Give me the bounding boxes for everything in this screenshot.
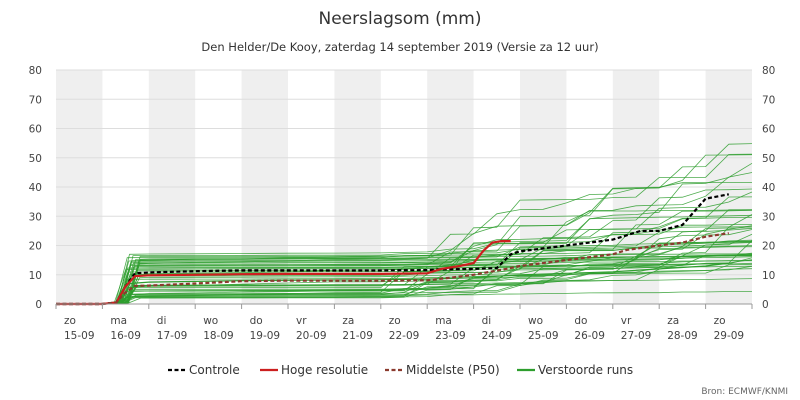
series-line-middelste-p50 <box>56 232 729 306</box>
y-tick-label-right: 70 <box>762 94 775 106</box>
y-tick-label-left: 80 <box>29 65 42 77</box>
y-tick-label-left: 20 <box>29 241 42 253</box>
x-tick-label-day: di <box>482 315 492 327</box>
x-tick-label-date: 21-09 <box>342 330 373 342</box>
x-tick-label-day: ma <box>435 315 452 327</box>
y-tick-label-right: 0 <box>762 299 769 311</box>
chart-subtitle: Den Helder/De Kooy, zaterdag 14 septembe… <box>201 40 598 54</box>
y-tick-label-left: 0 <box>35 299 42 311</box>
x-tick-label-day: za <box>342 315 354 327</box>
main-series <box>56 193 730 306</box>
ensemble-member-line <box>56 153 753 305</box>
ensemble-member-line <box>56 182 753 305</box>
ensemble-member-line <box>56 191 753 305</box>
ensemble-member-line <box>56 225 753 305</box>
y-tick-label-left: 10 <box>29 270 42 282</box>
ensemble-member-line <box>56 209 752 305</box>
x-tick-label-date: 22-09 <box>389 330 420 342</box>
ensemble-member-line <box>56 196 753 305</box>
ensemble-member-line <box>56 154 753 305</box>
x-tick-label-date: 18-09 <box>203 330 234 342</box>
x-tick-label-day: zo <box>714 315 726 327</box>
legend-label-controle: Controle <box>189 363 240 377</box>
legend-label-middelste: Middelste (P50) <box>406 363 500 377</box>
ensemble-member-line <box>56 239 753 305</box>
legend-label-hoge-resolutie: Hoge resolutie <box>281 363 368 377</box>
y-tick-label-right: 30 <box>762 211 775 223</box>
chart-credit: Bron: ECMWF/KNMI <box>701 387 788 397</box>
x-tick-label-day: zo <box>64 315 76 327</box>
legend-item-verstoorde-runs[interactable]: Verstoorde runs <box>517 363 633 377</box>
x-tick-label-date: 23-09 <box>435 330 466 342</box>
ensemble-member-line <box>56 255 753 305</box>
x-tick-label-date: 25-09 <box>528 330 559 342</box>
axes: 0 0 10 10 20 20 30 30 40 40 50 50 60 60 70 70 80 80 zo 15-0… <box>29 65 776 342</box>
x-tick-label-day: wo <box>528 315 543 327</box>
y-tick-label-right: 50 <box>762 153 775 165</box>
y-tick-label-left: 60 <box>29 124 42 136</box>
legend-item-hoge-resolutie[interactable]: Hoge resolutie <box>260 363 368 377</box>
x-tick-label-date: 29-09 <box>714 330 745 342</box>
x-tick-label-day: do <box>574 315 587 327</box>
y-tick-label-right: 60 <box>762 124 775 136</box>
x-tick-label-date: 24-09 <box>482 330 513 342</box>
x-tick-label-day: za <box>667 315 679 327</box>
legend: Controle Hoge resolutie Middelste (P50) … <box>168 363 633 377</box>
ensemble-member-line <box>56 226 753 305</box>
x-tick-label-day: wo <box>203 315 218 327</box>
x-tick-label-day: do <box>250 315 263 327</box>
x-tick-label-day: zo <box>389 315 401 327</box>
y-tick-label-right: 80 <box>762 65 775 77</box>
x-tick-label-date: 15-09 <box>64 330 95 342</box>
legend-label-verstoorde-runs: Verstoorde runs <box>538 363 633 377</box>
ensemble-member-line <box>56 256 753 305</box>
x-tick-label-date: 28-09 <box>667 330 698 342</box>
y-tick-label-left: 30 <box>29 211 42 223</box>
chart-title: Neerslagsom (mm) <box>318 9 481 29</box>
x-tick-label-date: 20-09 <box>296 330 327 342</box>
y-tick-label-right: 40 <box>762 182 775 194</box>
x-tick-label-day: vr <box>621 315 632 327</box>
ensemble-member-line <box>56 224 753 305</box>
legend-item-controle[interactable]: Controle <box>168 363 240 377</box>
series-line-hoge-resolutie <box>56 240 511 306</box>
x-tick-label-date: 17-09 <box>157 330 188 342</box>
x-tick-label-date: 19-09 <box>250 330 281 342</box>
x-tick-label-day: di <box>157 315 167 327</box>
y-tick-label-right: 20 <box>762 241 775 253</box>
x-tick-label-day: ma <box>110 315 127 327</box>
x-tick-label-date: 27-09 <box>621 330 652 342</box>
x-tick-label-day: vr <box>296 315 307 327</box>
x-tick-label-date: 26-09 <box>574 330 605 342</box>
ensemble-member-line <box>56 257 753 305</box>
ensemble-member-line <box>56 254 753 305</box>
x-tick-label-date: 16-09 <box>110 330 141 342</box>
legend-item-middelste[interactable]: Middelste (P50) <box>385 363 500 377</box>
y-tick-label-left: 70 <box>29 94 42 106</box>
y-tick-label-left: 40 <box>29 182 42 194</box>
ensemble-member-line <box>56 262 753 305</box>
ensemble-member-line <box>56 246 753 305</box>
y-tick-label-right: 10 <box>762 270 775 282</box>
y-tick-label-left: 50 <box>29 153 42 165</box>
